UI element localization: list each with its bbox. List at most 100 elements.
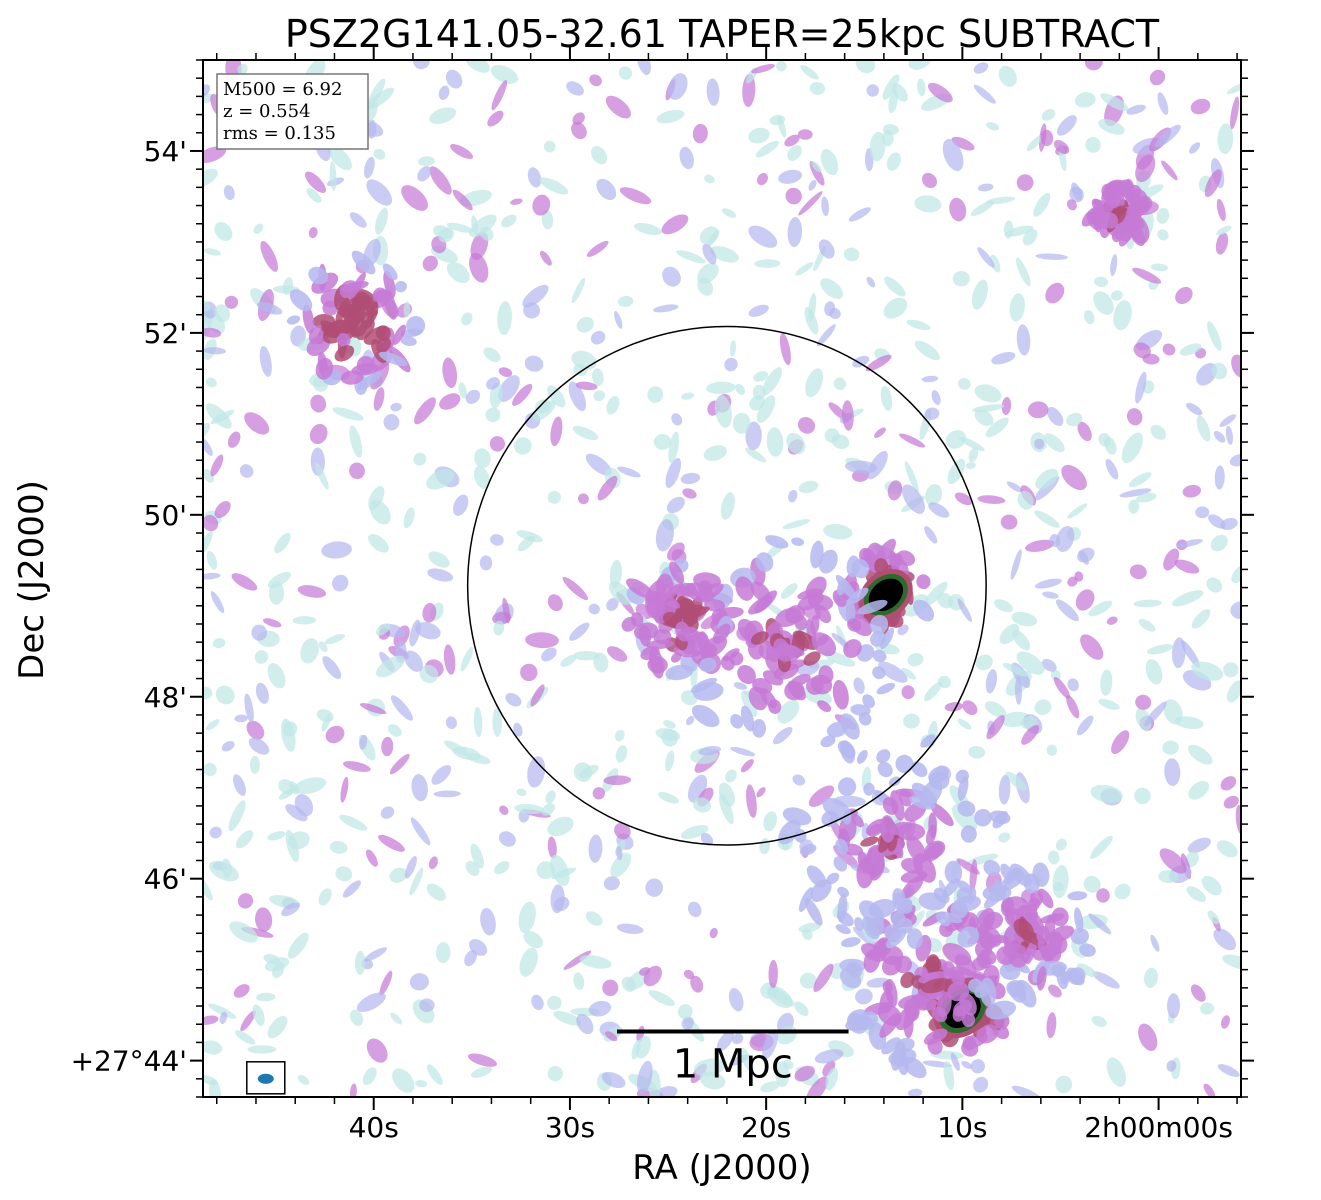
noise-blob xyxy=(728,988,744,1012)
noise-blob xyxy=(251,624,268,641)
noise-blob xyxy=(1098,432,1111,447)
noise-blob xyxy=(1067,576,1078,587)
noise-blob xyxy=(1135,154,1156,183)
noise-blob xyxy=(974,384,1002,403)
emission-blob xyxy=(882,796,899,815)
noise-blob xyxy=(1106,1057,1127,1087)
emission-blob xyxy=(921,978,951,994)
noise-blob xyxy=(560,654,577,668)
noise-blob xyxy=(210,591,225,614)
noise-blob xyxy=(502,597,511,624)
noise-blob xyxy=(1229,96,1240,130)
noise-blob xyxy=(602,979,619,996)
noise-blob xyxy=(615,745,628,763)
noise-blob xyxy=(968,745,986,759)
emission-blob xyxy=(840,740,855,764)
noise-blob xyxy=(619,187,652,205)
noise-blob xyxy=(1057,115,1077,136)
noise-blob xyxy=(331,574,349,592)
noise-blob xyxy=(252,1004,265,1026)
emission-blob xyxy=(394,281,407,293)
noise-blob xyxy=(1016,651,1045,675)
emission-blob xyxy=(944,860,963,884)
y-tick-label: 52' xyxy=(144,317,187,350)
emission-blob xyxy=(325,329,340,338)
emission-blob xyxy=(857,851,870,873)
noise-blob xyxy=(403,507,415,529)
emission-blob xyxy=(669,561,685,584)
emission-blob xyxy=(818,665,834,684)
noise-blob xyxy=(690,975,704,993)
noise-blob xyxy=(665,458,682,488)
emission-blob xyxy=(1127,200,1150,217)
noise-blob xyxy=(1158,869,1179,884)
noise-blob xyxy=(240,1010,256,1032)
noise-blob xyxy=(203,327,222,338)
emission-blob xyxy=(630,612,644,627)
noise-blob xyxy=(203,93,214,104)
noise-blob xyxy=(547,385,566,408)
noise-blob xyxy=(340,776,349,803)
noise-blob xyxy=(588,1000,612,1017)
noise-blob xyxy=(1113,300,1132,331)
noise-blob xyxy=(287,932,309,959)
emission-blob xyxy=(886,928,907,949)
noise-blob xyxy=(820,148,839,176)
emission-blob xyxy=(961,1012,976,1028)
noise-blob xyxy=(1067,503,1088,519)
emission-blob xyxy=(334,345,355,362)
x-tick-label: 30s xyxy=(545,1111,595,1144)
noise-blob xyxy=(974,409,994,426)
noise-blob xyxy=(1016,174,1034,191)
noise-blob xyxy=(1213,430,1226,443)
noise-blob xyxy=(1216,198,1226,222)
emission-blob xyxy=(806,865,827,888)
emission-blob xyxy=(863,782,875,796)
noise-blob xyxy=(349,212,367,228)
emission-blob xyxy=(836,578,848,596)
noise-blob xyxy=(229,921,258,943)
noise-blob xyxy=(443,644,456,675)
noise-blob xyxy=(223,185,235,201)
info-rms: rms = 0.135 xyxy=(223,123,336,144)
emission-blob xyxy=(356,318,375,341)
noise-blob xyxy=(1175,286,1193,305)
noise-blob xyxy=(767,987,795,1007)
noise-blob xyxy=(209,860,239,882)
noise-blob xyxy=(572,112,585,126)
tick-marks xyxy=(190,47,1254,1110)
noise-blob xyxy=(676,250,706,264)
noise-blob xyxy=(751,64,776,74)
noise-blob xyxy=(606,597,619,611)
noise-blob xyxy=(756,787,766,798)
noise-blob xyxy=(1061,464,1087,491)
noise-blob xyxy=(1053,676,1071,699)
emission-central-compact xyxy=(835,538,935,650)
noise-blob xyxy=(590,330,606,345)
noise-blob xyxy=(576,1013,594,1035)
noise-blob xyxy=(427,568,454,582)
emission-blob xyxy=(1070,927,1089,945)
noise-blob xyxy=(617,295,634,307)
noise-blob xyxy=(1159,848,1187,874)
emission-blob xyxy=(640,645,660,661)
emission-blob xyxy=(367,301,379,325)
noise-blob xyxy=(1078,550,1090,565)
noise-blob xyxy=(825,1067,838,1091)
emission-blob xyxy=(876,749,891,764)
noise-blob xyxy=(681,1016,694,1030)
emission-blob xyxy=(862,694,875,709)
noise-blob xyxy=(1034,510,1060,528)
noise-blob xyxy=(470,843,485,869)
noise-blob xyxy=(442,357,458,389)
noise-blob xyxy=(278,779,295,795)
noise-blob xyxy=(679,146,694,170)
noise-blob xyxy=(848,207,871,222)
emission-blob xyxy=(895,1037,915,1053)
x-tick-labels: 40s 30s 20s 10s 2h00m00s xyxy=(349,1111,1233,1144)
emission-blob xyxy=(957,926,980,948)
emission-blob xyxy=(857,599,888,615)
beam-ellipse xyxy=(257,1073,274,1084)
noise-blob xyxy=(911,910,925,929)
noise-blob xyxy=(514,803,544,815)
